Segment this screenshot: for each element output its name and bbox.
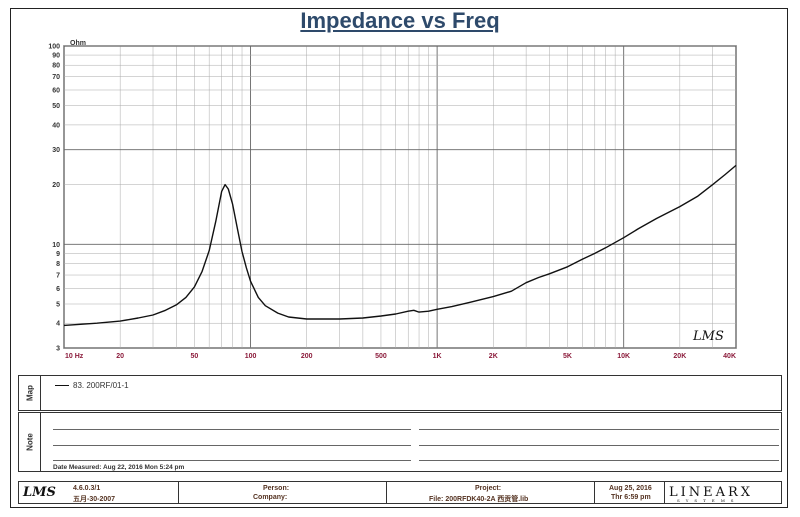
linearx-logo: LINEARX SYSTEMS — [669, 485, 754, 503]
x-tick-label: 10 Hz — [65, 353, 84, 360]
series-group — [63, 164, 737, 327]
x-tick-label: 20K — [673, 353, 686, 360]
y-tick-label: 4 — [56, 321, 60, 328]
legend-entry-label: 83. 200RF/01-1 — [73, 381, 129, 390]
note-line — [53, 460, 411, 461]
y-tick-label: 60 — [52, 87, 60, 94]
y-tick-label: 30 — [52, 147, 60, 154]
company-label: Company: — [253, 494, 288, 501]
plot-area — [63, 45, 737, 349]
footer-time: Thr 6:59 pm — [611, 494, 651, 501]
note-line — [53, 429, 411, 430]
person-label: Person: — [263, 485, 290, 492]
x-tick-label: 100 — [245, 353, 257, 360]
y-tick-label: 10 — [52, 242, 60, 249]
footer-person-cell: Person: Company: — [179, 482, 387, 503]
x-tick-label: 40K — [723, 353, 736, 360]
lms-watermark: LMS — [692, 329, 724, 344]
linearx-sub: SYSTEMS — [677, 498, 740, 503]
y-tick-label: 7 — [56, 273, 60, 280]
y-tick-label: 70 — [52, 74, 60, 81]
y-tick-label: 8 — [56, 261, 60, 268]
date-measured: Date Measured: Aug 22, 2016 Mon 5:24 pm — [53, 464, 185, 471]
lms-logo: LMS — [23, 485, 56, 500]
version: 4.6.0.3/1 — [73, 485, 101, 492]
legend-swatch — [55, 385, 69, 386]
y-tick-label: 80 — [52, 63, 60, 70]
y-tick-label: 9 — [56, 251, 60, 258]
footer-version-cell: LMS 4.6.0.3/1 五月-30-2007 — [19, 482, 179, 503]
y-unit-label: Ohm — [70, 40, 86, 47]
x-tick-label: 1K — [433, 353, 442, 360]
x-tick-label: 20 — [116, 353, 124, 360]
file-label: File: 200RFDK40-2A 西贡管.lib — [429, 496, 529, 503]
notes-panel-label: Note — [19, 413, 41, 471]
grid — [63, 45, 737, 349]
x-tick-label: 10K — [617, 353, 630, 360]
legend-panel-label-text: Map — [25, 385, 34, 401]
x-tick-label: 200 — [301, 353, 313, 360]
y-tick-label: 5 — [56, 302, 60, 309]
legend-entry: 83. 200RF/01-1 — [55, 381, 129, 390]
x-tick-label: 500 — [375, 353, 387, 360]
x-axis-ticks: 10 Hz 20 50 100 200 500 1K 2K 5K 10K 20K 40K — [65, 353, 736, 360]
notes-panel: Note Date Measured: Aug 22, 2016 Mon 5:2… — [18, 412, 782, 472]
y-tick-label: 40 — [52, 122, 60, 129]
legend-panel: Map 83. 200RF/01-1 — [18, 375, 782, 411]
footer-project-cell: Project: File: 200RFDK40-2A 西贡管.lib — [387, 482, 595, 503]
x-tick-label: 50 — [191, 353, 199, 360]
project-label: Project: — [475, 485, 502, 492]
notes-panel-label-text: Note — [25, 433, 34, 451]
version-date: 五月-30-2007 — [73, 496, 116, 503]
x-tick-label: 5K — [563, 353, 572, 360]
y-tick-label: 20 — [52, 182, 60, 189]
note-line — [419, 429, 779, 430]
y-axis-ticks: 3 4 5 6 7 8 9 10 20 30 40 50 60 70 80 90 100 — [48, 44, 60, 353]
y-tick-label: 50 — [52, 103, 60, 110]
y-tick-label: 3 — [56, 346, 60, 353]
footer-bar: LMS 4.6.0.3/1 五月-30-2007 Person: Company… — [18, 481, 782, 504]
y-tick-label: 100 — [48, 44, 60, 51]
y-tick-label: 90 — [52, 53, 60, 60]
note-line — [419, 460, 779, 461]
y-tick-label: 6 — [56, 286, 60, 293]
impedance-curve — [63, 164, 737, 327]
x-tick-label: 2K — [489, 353, 498, 360]
note-line — [53, 445, 411, 446]
footer-date: Aug 25, 2016 — [609, 485, 652, 492]
footer-date-cell: Aug 25, 2016 Thr 6:59 pm — [595, 482, 665, 503]
chart-title: Impedance vs Freq — [300, 8, 500, 33]
legend-panel-label: Map — [19, 376, 41, 410]
note-line — [419, 445, 779, 446]
linearx-brand: LINEARX — [669, 485, 754, 500]
